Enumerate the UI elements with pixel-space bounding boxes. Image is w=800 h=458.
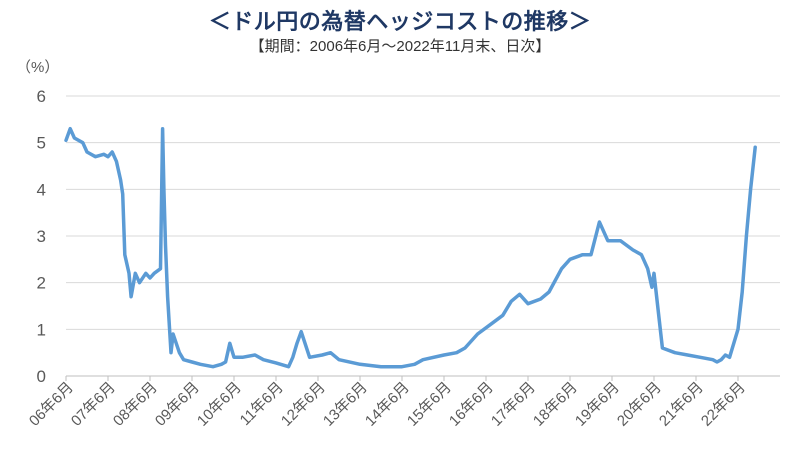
y-axis-ticks: 0 1 2 3 4 5 6 xyxy=(37,87,46,386)
x-tick-label: 16年6月 xyxy=(446,379,497,430)
x-tick-label: 13年6月 xyxy=(320,379,371,430)
x-tick-label: 07年6月 xyxy=(68,379,119,430)
x-tick-label: 21年6月 xyxy=(656,379,707,430)
x-axis-ticks: 06年6月07年6月08年6月09年6月10年6月11年6月12年6月13年6月… xyxy=(26,376,749,430)
y-tick-label: 3 xyxy=(37,227,46,246)
x-tick-label: 18年6月 xyxy=(530,379,581,430)
x-tick-label: 10年6月 xyxy=(194,379,245,430)
x-tick-label: 14年6月 xyxy=(362,379,413,430)
x-tick-label: 09年6月 xyxy=(152,379,203,430)
y-tick-label: 2 xyxy=(37,274,46,293)
y-tick-label: 5 xyxy=(37,134,46,153)
y-tick-label: 4 xyxy=(37,180,46,199)
y-axis-unit-label: （%） xyxy=(16,59,59,76)
chart-subtitle: 【期間：2006年6月～2022年11月末、日次】 xyxy=(249,38,551,55)
x-tick-label: 17年6月 xyxy=(488,379,539,430)
y-tick-label: 6 xyxy=(37,87,46,106)
chart-title: ＜ドル円の為替ヘッジコストの推移＞ xyxy=(208,9,592,34)
x-tick-label: 12年6月 xyxy=(278,379,329,430)
x-tick-label: 06年6月 xyxy=(26,379,77,430)
x-tick-label: 22年6月 xyxy=(698,379,749,430)
x-tick-label: 15年6月 xyxy=(404,379,455,430)
grid-lines xyxy=(66,95,780,330)
y-tick-label: 1 xyxy=(37,320,46,339)
x-tick-label: 19年6月 xyxy=(572,379,623,430)
y-tick-label: 0 xyxy=(37,367,46,386)
x-tick-label: 20年6月 xyxy=(614,379,665,430)
x-tick-label: 11年6月 xyxy=(237,379,287,429)
series-line-hedge-cost xyxy=(64,126,757,369)
x-tick-label: 08年6月 xyxy=(110,379,161,430)
